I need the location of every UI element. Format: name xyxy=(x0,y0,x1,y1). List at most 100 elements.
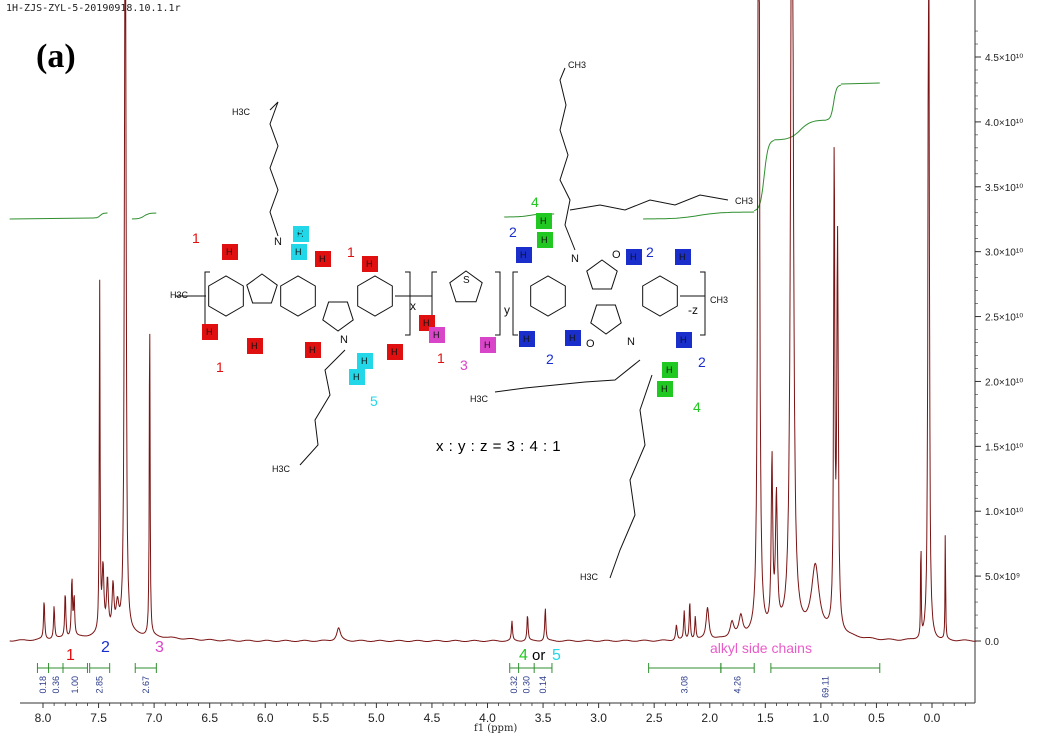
group-1-label-c: 1 xyxy=(437,350,445,366)
alkyl-chain xyxy=(269,101,279,237)
group-4-label-b: 4 xyxy=(693,399,701,415)
group-1-label-a: 1 xyxy=(192,230,200,246)
alkyl-chain xyxy=(569,194,729,211)
proton-box xyxy=(536,213,552,229)
nitrogen-3: N xyxy=(571,253,579,265)
proton-h-label: H xyxy=(353,372,360,382)
x-tick-label: 6.5 xyxy=(201,711,218,725)
proton-box xyxy=(480,337,496,353)
y-tick-label: 3.5×10¹⁰ xyxy=(985,183,1023,194)
ring xyxy=(590,304,622,335)
proton-box xyxy=(676,332,692,348)
integral-value: 0.32 xyxy=(509,676,519,694)
proton-h-label: H xyxy=(630,252,637,262)
bottom-label-4: 4 xyxy=(519,647,528,664)
proton-h-label: H xyxy=(297,229,304,239)
proton-h-label: H xyxy=(366,259,373,269)
x-axis-label: f1 (ppm) xyxy=(474,723,518,734)
group-4-label-a: 4 xyxy=(531,194,539,210)
group-1-label-d: 1 xyxy=(216,359,224,375)
alkyl-chain xyxy=(494,359,641,393)
ring xyxy=(322,301,354,332)
x-tick-label: 7.0 xyxy=(146,711,163,725)
integral-value: 1.00 xyxy=(70,676,80,694)
integral-curve-segment xyxy=(840,82,880,85)
methyl-top-right: CH3 xyxy=(568,60,586,70)
x-tick-label: 3.0 xyxy=(590,711,607,725)
y-tick-label: 3.0×10¹⁰ xyxy=(985,248,1023,259)
panel-label: (a) xyxy=(36,38,76,75)
repeat-x: x xyxy=(410,299,416,313)
proton-box xyxy=(202,324,218,340)
x-tick-label: 8.0 xyxy=(35,711,52,725)
proton-box xyxy=(657,381,673,397)
bottom-label-5: 5 xyxy=(552,647,561,664)
proton-box xyxy=(519,331,535,347)
x-tick-label: 5.0 xyxy=(368,711,385,725)
proton-box xyxy=(349,369,365,385)
repeat-y: y xyxy=(504,303,510,317)
group-2-label-c: 2 xyxy=(546,351,554,367)
ring xyxy=(208,275,244,317)
file-label: 1H-ZJS-ZYL-5-20190918.10.1.1r xyxy=(6,3,181,14)
ring xyxy=(246,273,278,304)
integral-curve-segment xyxy=(774,119,827,141)
group-2-label-b: 2 xyxy=(646,244,654,260)
proton-h-label: H xyxy=(226,247,233,257)
y-tick-label: 2.0×10¹⁰ xyxy=(985,377,1023,388)
x-tick-label: 0.0 xyxy=(924,711,941,725)
y-tick-label: 0.0 xyxy=(985,637,999,648)
x-tick-label: 2.5 xyxy=(646,711,663,725)
bottom-label-or: or xyxy=(532,647,546,664)
proton-box xyxy=(387,344,403,360)
proton-box xyxy=(305,342,321,358)
ratio-label: x : y : z = 3 : 4 : 1 xyxy=(436,438,562,455)
spectrum-line xyxy=(9,0,977,642)
alkyl-chain xyxy=(609,374,653,579)
integral-value: 2.67 xyxy=(141,676,151,694)
integral-curve-segment xyxy=(93,212,108,219)
alkyl-chain xyxy=(299,349,346,466)
group-5-label-a: 5 xyxy=(296,224,304,240)
proton-box xyxy=(675,249,691,265)
integral-curve-segment xyxy=(826,84,841,121)
polymer-bracket xyxy=(405,271,411,336)
methyl-top-far-right: CH3 xyxy=(735,196,753,206)
ring xyxy=(642,275,678,317)
integral-value: 0.30 xyxy=(521,676,531,694)
polymer-bracket xyxy=(700,271,706,336)
integral-value: 69.11 xyxy=(820,676,830,698)
integral-value: 0.36 xyxy=(51,676,61,694)
integral-curve-segment xyxy=(131,212,157,220)
x-tick-label: 7.5 xyxy=(90,711,107,725)
proton-box xyxy=(293,226,309,242)
ring xyxy=(357,275,393,317)
methyl-bottom-right: H3C xyxy=(580,572,599,582)
proton-h-label: H xyxy=(484,340,491,350)
nitrogen-1: N xyxy=(274,236,282,248)
y-tick-label: 4.0×10¹⁰ xyxy=(985,118,1023,129)
polymer-bracket xyxy=(495,271,501,336)
integral-value: 4.26 xyxy=(733,676,743,694)
integral-value: 0.14 xyxy=(538,676,548,694)
proton-h-label: H xyxy=(666,365,673,375)
y-tick-label: 5.0×10⁹ xyxy=(985,572,1020,583)
oxygen-2: O xyxy=(586,338,595,350)
proton-h-label: H xyxy=(540,216,547,226)
nitrogen-2: N xyxy=(340,334,348,346)
ring xyxy=(449,270,483,303)
integral-curve-segment xyxy=(643,211,755,220)
ring xyxy=(530,275,566,317)
proton-h-label: H xyxy=(309,345,316,355)
ring xyxy=(280,275,316,317)
x-tick-label: 6.0 xyxy=(257,711,274,725)
alkyl-label: alkyl side chains xyxy=(710,640,812,656)
x-tick-label: 1.0 xyxy=(813,711,830,725)
group-1-label-b: 1 xyxy=(347,244,355,260)
bottom-label-3: 3 xyxy=(155,639,164,656)
y-tick-label: 2.5×10¹⁰ xyxy=(985,313,1023,324)
integral-brackets: 0.18 0.36 1.00 2.85 2.67 0.32 0.30 0.14 3.08 4.26… xyxy=(36,663,881,698)
polymer-bracket xyxy=(512,271,518,336)
